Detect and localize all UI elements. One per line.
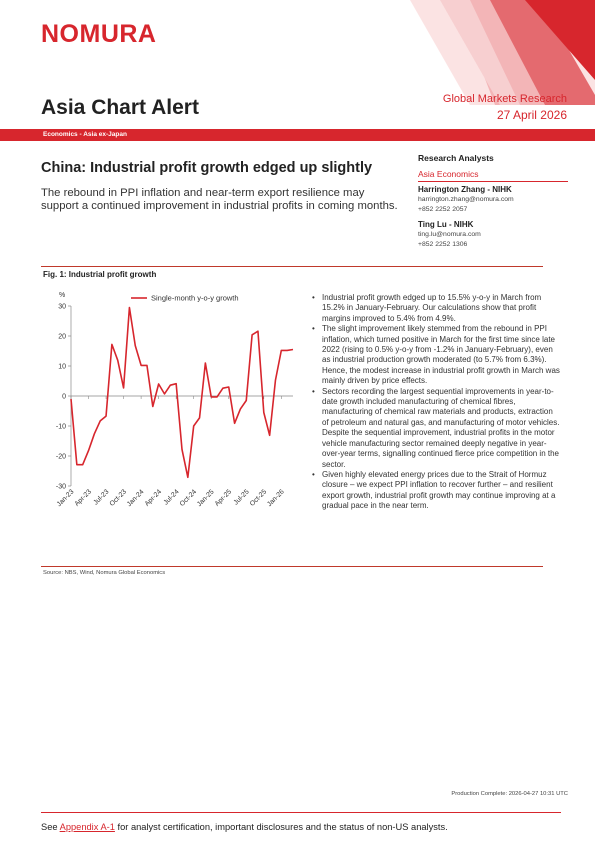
y-tick-label: -20 <box>56 454 66 461</box>
appendix-link[interactable]: Appendix A-1 <box>59 822 115 832</box>
analysts-heading: Research Analysts <box>418 153 494 163</box>
y-tick-label: 0 <box>62 394 66 401</box>
bullet-item: Sectors recording the largest sequential… <box>311 387 561 470</box>
bullet-item: The slight improvement likely stemmed fr… <box>311 324 561 386</box>
commentary-bullets: Industrial profit growth edged up to 15.… <box>311 293 561 512</box>
analyst-email[interactable]: harrington.zhang@nomura.com <box>418 196 514 203</box>
section-label: Economics - Asia ex-Japan <box>43 131 127 138</box>
x-tick-label: Jan-23 <box>56 488 76 508</box>
footer-prefix: See <box>41 822 60 832</box>
x-tick-label: Apr-23 <box>74 488 94 508</box>
report-header: NOMURA Asia Chart Alert Global Markets R… <box>0 0 595 145</box>
figure-title: Fig. 1: Industrial profit growth <box>43 270 157 279</box>
x-tick-label: Oct-23 <box>109 488 129 508</box>
figure-source: Source: NBS, Wind, Nomura Global Economi… <box>43 570 166 576</box>
y-tick-label: -10 <box>56 424 66 431</box>
article-subtitle: The rebound in PPI inflation and near-te… <box>41 187 398 212</box>
x-tick-label: Jul-23 <box>92 488 110 506</box>
figure-bottom-rule <box>41 566 543 567</box>
x-tick-label: Jul-24 <box>163 488 181 506</box>
analyst-phone: +852 2252 2057 <box>418 206 468 213</box>
footer-suffix: for analyst certification, important dis… <box>114 822 448 832</box>
publication-title: Asia Chart Alert <box>41 96 199 119</box>
brand-line: Global Markets Research <box>442 93 567 105</box>
analyst-name: Ting Lu - NIHK <box>418 220 474 229</box>
analyst-email[interactable]: ting.lu@nomura.com <box>418 231 481 238</box>
y-tick-label: 30 <box>58 304 66 311</box>
series-line <box>70 306 294 479</box>
analysts-panel: Research Analysts Asia Economics Harring… <box>418 153 568 254</box>
analyst-name: Harrington Zhang - NIHK <box>418 185 512 194</box>
nomura-logo: NOMURA <box>41 20 157 48</box>
x-tick-label: Jan-26 <box>266 488 286 508</box>
figure-top-rule <box>41 266 543 267</box>
section-bar <box>0 129 595 141</box>
publication-date: 27 April 2026 <box>496 108 567 122</box>
production-stamp: Production Complete: 2026-04-27 10:31 UT… <box>451 791 568 797</box>
analyst-phone: +852 2252 1306 <box>418 241 468 248</box>
x-tick-label: Apr-24 <box>144 488 164 508</box>
x-tick-label: Apr-25 <box>214 488 234 508</box>
y-tick-label: -30 <box>56 484 66 491</box>
bullet-item: Industrial profit growth edged up to 15.… <box>311 293 561 324</box>
x-tick-label: Jan-25 <box>196 488 216 508</box>
article-title: China: Industrial profit growth edged up… <box>41 160 373 176</box>
x-tick-label: Jan-24 <box>126 488 146 508</box>
analyst-card: Ting Lu - NIHK ting.lu@nomura.com +852 2… <box>418 219 568 250</box>
x-tick-label: Oct-25 <box>249 488 269 508</box>
legend-label: Single-month y-o-y growth <box>151 294 239 303</box>
footer-rule <box>41 812 561 813</box>
analyst-card: Harrington Zhang - NIHK harrington.zhang… <box>418 184 568 215</box>
footer-disclosure: See Appendix A-1 for analyst certificati… <box>41 822 448 832</box>
analysts-team: Asia Economics <box>418 169 568 182</box>
x-tick-label: Oct-24 <box>179 488 199 508</box>
y-axis-unit-label: % <box>59 292 65 299</box>
header-decoration <box>410 0 595 105</box>
x-tick-label: Jul-25 <box>233 488 251 506</box>
y-tick-label: 10 <box>58 364 66 371</box>
y-tick-label: 20 <box>58 334 66 341</box>
bullet-item: Given highly elevated energy prices due … <box>311 470 561 512</box>
